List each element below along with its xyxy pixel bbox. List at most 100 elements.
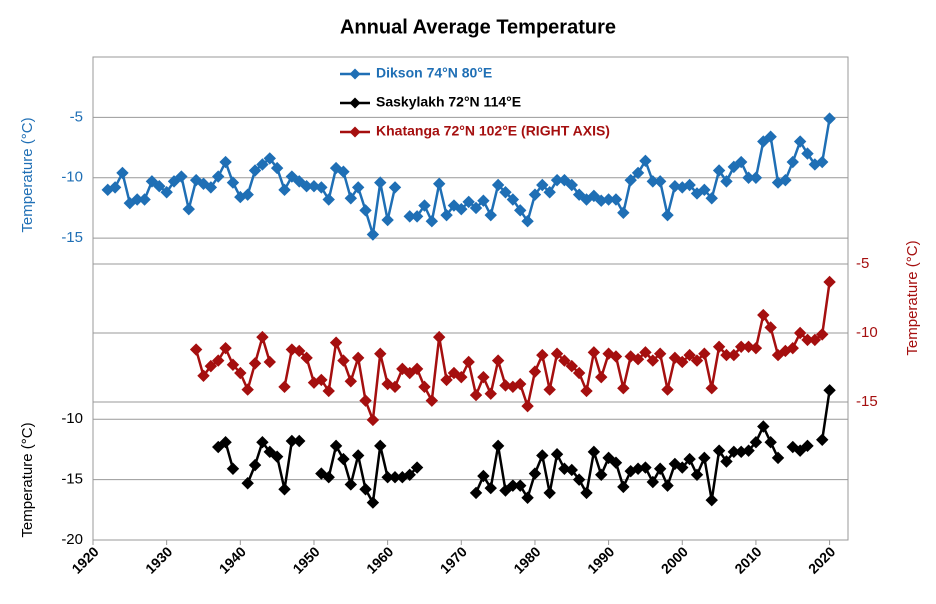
y-tick-label: -15 [61,471,83,488]
x-tick-label: 1920 [68,543,101,576]
marker [337,452,350,466]
marker [764,130,777,143]
marker [212,170,225,183]
marker [219,341,232,355]
marker [543,186,556,199]
marker [477,194,490,207]
marker [661,208,674,222]
marker [366,496,380,509]
marker [631,166,645,180]
marker [241,383,254,396]
marker [757,135,770,148]
marker [293,434,306,448]
marker [764,435,777,449]
marker [793,326,807,340]
y-tick-label: -10 [856,324,878,341]
marker [418,199,431,212]
marker [565,178,578,192]
marker [690,468,704,482]
marker [543,486,556,500]
marker [455,202,468,216]
marker [499,379,512,392]
marker [477,469,490,483]
marker [359,483,372,496]
legend-marker [349,126,361,138]
marker [138,193,151,206]
marker [344,192,358,205]
marker [447,199,461,212]
marker [270,450,284,463]
marker [757,420,770,433]
marker [808,333,822,347]
marker [189,173,203,187]
marker [646,354,660,367]
marker [764,321,777,334]
marker [432,330,446,344]
marker [410,362,424,376]
y-tick-label: -5 [856,255,869,272]
x-tick-label: 2000 [658,543,691,576]
marker [315,181,328,194]
marker [189,343,203,356]
marker [528,188,542,201]
marker [108,181,122,194]
marker [572,473,586,486]
legend-label: Saskylakh 72°N 114°E [376,94,521,110]
marker [653,347,667,360]
marker [558,462,571,475]
marker [462,355,475,369]
marker [241,188,254,201]
marker [204,359,218,373]
marker [595,370,608,384]
x-tick-label: 1970 [437,543,470,576]
marker [749,341,763,355]
marker [609,193,623,206]
marker [683,178,696,192]
marker [816,433,829,446]
marker [388,380,402,394]
marker [381,213,394,227]
marker [499,186,512,199]
marker [521,399,534,413]
marker [374,176,387,189]
marker [749,171,763,184]
marker [256,158,269,171]
marker [631,353,645,366]
marker [248,458,262,472]
marker [676,355,689,369]
y-tick-label: -20 [61,531,83,548]
marker [521,215,534,228]
marker [823,384,836,397]
marker [742,444,755,457]
marker [639,461,652,474]
marker [617,480,630,494]
marker [329,336,343,349]
marker [558,173,571,187]
marker [278,483,291,496]
marker [351,351,365,365]
marker [226,176,240,189]
marker [315,373,328,387]
marker [727,160,741,174]
marker [226,462,240,475]
marker [514,479,527,492]
y-tick-label: -15 [856,393,878,410]
marker [771,451,785,465]
marker [447,366,461,380]
marker [256,330,269,344]
y2-axis-label: Temperature (°C) [904,240,921,355]
marker [263,355,276,369]
marker [182,202,195,216]
marker [374,439,387,453]
marker [469,201,483,215]
marker [300,351,313,365]
marker [226,358,240,371]
marker [219,155,232,169]
marker [793,444,807,457]
marker [241,477,254,490]
marker [322,471,335,484]
marker [388,181,402,194]
marker [779,173,792,187]
marker [786,341,799,355]
